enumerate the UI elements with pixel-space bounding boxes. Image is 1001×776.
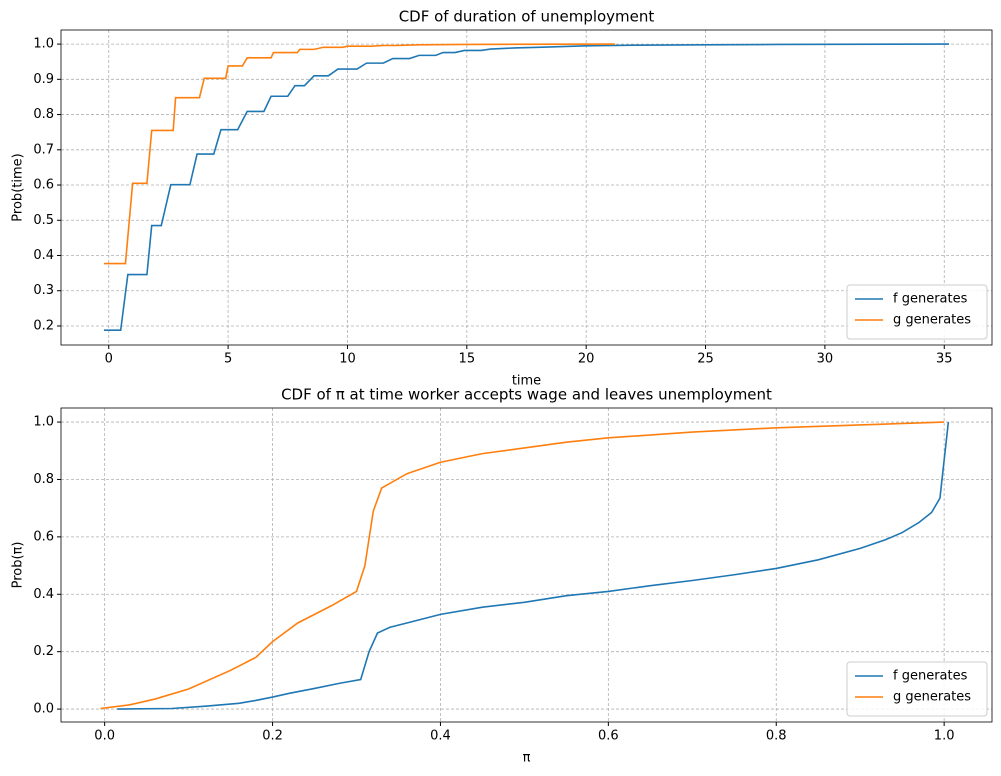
x-tick-label: 0.0 — [94, 729, 115, 744]
y-tick-label: 0.2 — [33, 318, 54, 333]
series-line — [117, 421, 950, 710]
y-axis-label: Prob(π) — [11, 542, 26, 589]
x-tick-label: 1.0 — [934, 729, 955, 744]
x-tick-label: 5 — [224, 352, 232, 367]
plot-frame — [60, 407, 993, 723]
y-tick-label: 0.4 — [33, 587, 54, 602]
x-tick-label: 20 — [578, 352, 595, 367]
y-tick-label: 0.7 — [33, 142, 54, 157]
y-tick-label: 0.4 — [33, 248, 54, 263]
x-tick-label: 25 — [697, 352, 714, 367]
x-tick-label: 0 — [105, 352, 113, 367]
y-tick-label: 1.0 — [33, 415, 54, 430]
x-tick-label: 30 — [817, 352, 834, 367]
chart-title: CDF of π at time worker accepts wage and… — [281, 386, 772, 404]
x-tick-label: 0.2 — [262, 729, 283, 744]
series-line — [103, 43, 615, 265]
legend-label: f generates — [893, 292, 968, 307]
legend-label: g generates — [893, 313, 971, 328]
y-tick-label: 0.2 — [33, 644, 54, 659]
plot-frame — [60, 29, 993, 346]
x-axis-label: π — [523, 751, 531, 766]
series-line — [100, 421, 945, 710]
y-tick-label: 0.0 — [33, 702, 54, 717]
x-tick-label: 0.4 — [430, 729, 451, 744]
x-axis-label: time — [512, 374, 541, 389]
y-tick-label: 0.3 — [33, 283, 54, 298]
y-tick-label: 0.8 — [33, 472, 54, 487]
chart-title: CDF of duration of unemployment — [399, 8, 655, 26]
legend-label: g generates — [893, 690, 971, 705]
y-tick-label: 0.6 — [33, 529, 54, 544]
legend-label: f generates — [893, 669, 968, 684]
x-tick-label: 35 — [936, 352, 953, 367]
x-tick-label: 10 — [339, 352, 356, 367]
y-tick-label: 0.5 — [33, 213, 54, 228]
x-tick-label: 0.8 — [766, 729, 787, 744]
series-line — [103, 43, 950, 331]
y-tick-label: 0.9 — [33, 72, 54, 87]
y-tick-label: 0.8 — [33, 107, 54, 122]
y-axis-label: Prob(time) — [11, 153, 26, 221]
x-tick-label: 0.6 — [598, 729, 619, 744]
y-tick-label: 1.0 — [33, 37, 54, 52]
x-tick-label: 15 — [459, 352, 476, 367]
y-tick-label: 0.6 — [33, 178, 54, 193]
